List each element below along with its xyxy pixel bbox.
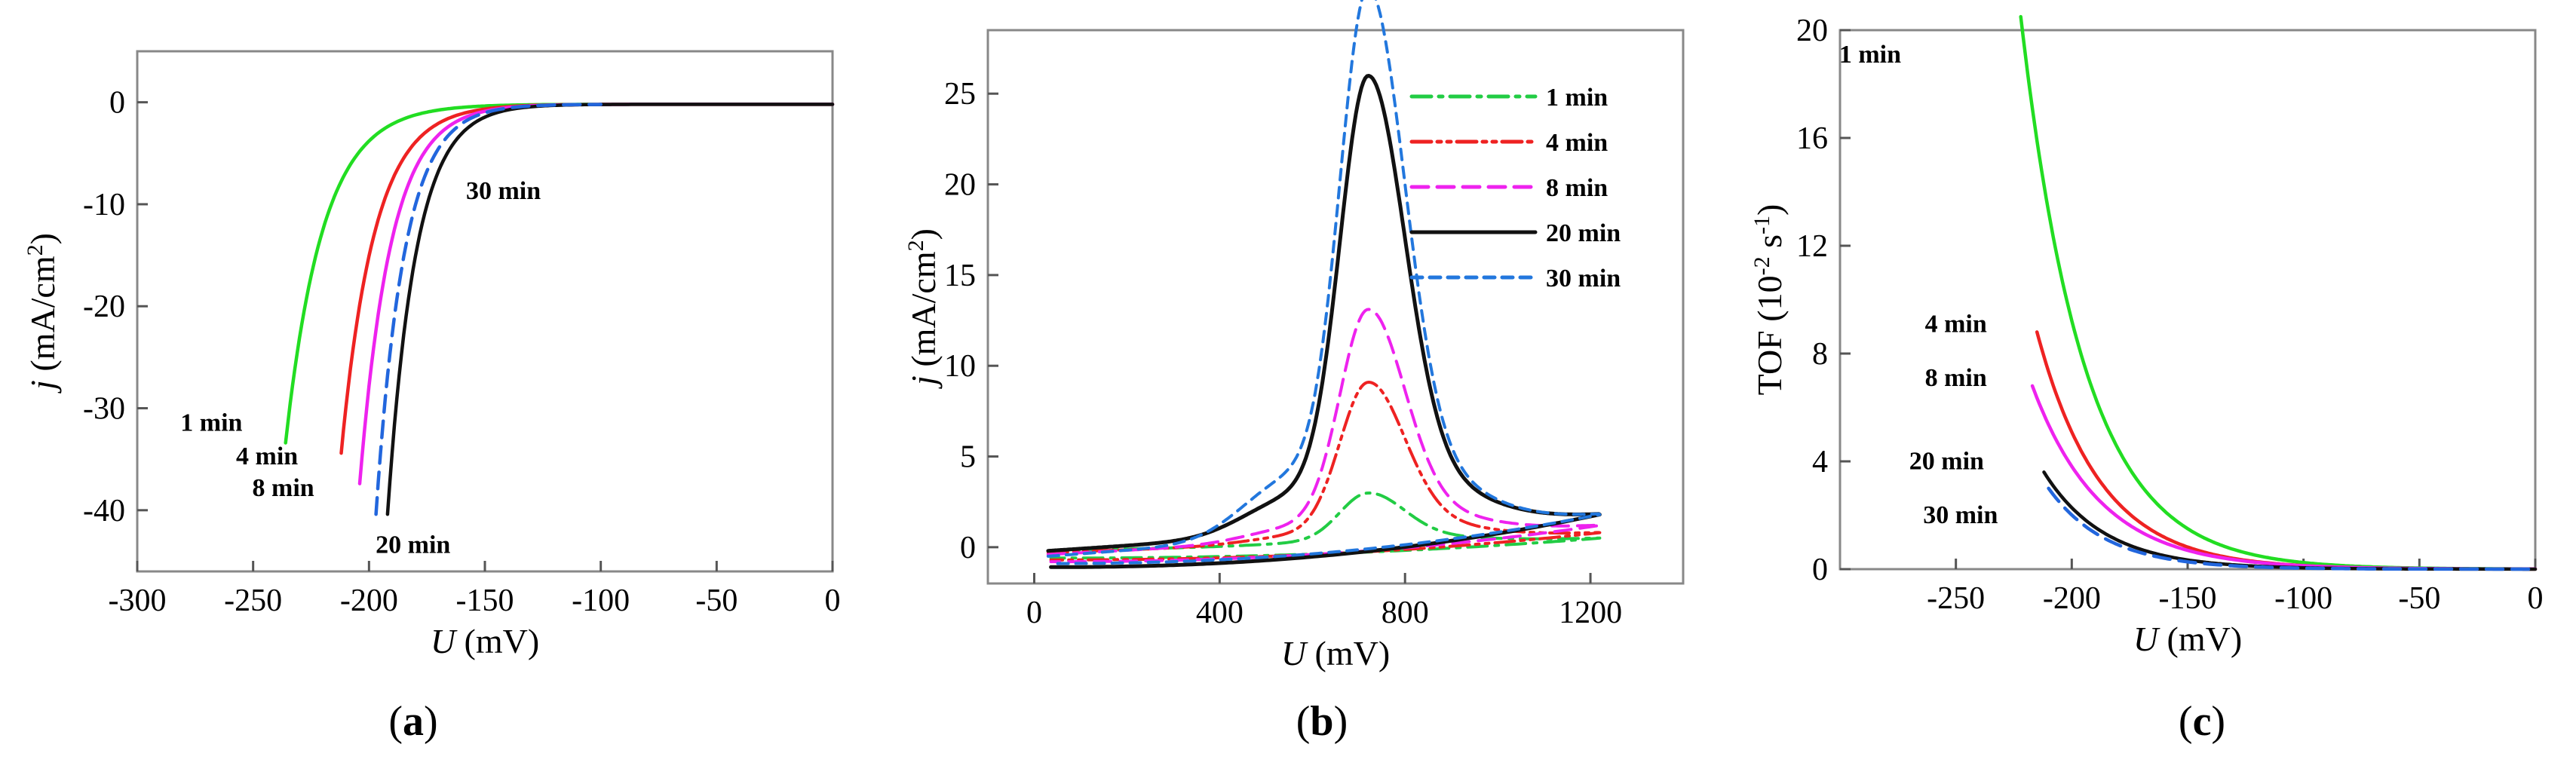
- plot-frame: [1838, 29, 2537, 571]
- legend-label: 30 min: [1546, 265, 1621, 292]
- y-tick-label: 4: [1812, 445, 1828, 479]
- x-tick-label: 0: [2528, 581, 2544, 616]
- series-line-20-min: [2042, 470, 2538, 571]
- y-tick-label: 5: [960, 440, 976, 475]
- series-line-20-min: [385, 103, 835, 516]
- y-tick-label: 16: [1796, 121, 1828, 156]
- plot-frame: [986, 29, 1685, 585]
- panel-a: -300 -250 -200 -150 -100 -50 0 0 -10 -20 -30 -40 U (…: [23, 50, 841, 745]
- x-tick-label: -250: [224, 583, 282, 618]
- legend-label: 4 min: [1546, 129, 1608, 157]
- x-tick-label: 1200: [1559, 596, 1622, 630]
- x-axis-label: U (mV): [1281, 634, 1390, 672]
- curve-label: 1 min: [1839, 41, 1901, 69]
- y-tick-label: -30: [83, 392, 125, 427]
- curve-label: 1 min: [180, 409, 242, 436]
- y-tick-label: 0: [960, 531, 976, 565]
- y-tick-label: 10: [944, 349, 976, 384]
- x-tick-label: 0: [1026, 596, 1042, 630]
- curve-label: 30 min: [466, 177, 541, 205]
- x-tick-label: -150: [456, 583, 514, 618]
- x-axis-label: U (mV): [431, 622, 539, 660]
- x-tick-label: -250: [1927, 581, 1985, 616]
- x-tick-label: -50: [695, 583, 738, 618]
- curve-label: 4 min: [1925, 310, 1987, 338]
- legend-label: 8 min: [1546, 174, 1608, 202]
- series-line-30-min: [1046, 0, 1602, 565]
- y-tick-label: -20: [83, 289, 125, 324]
- panel-caption: (c): [2179, 698, 2225, 745]
- y-axis-label: j (mA/cm2): [23, 233, 63, 394]
- y-tick-label: 20: [1796, 14, 1828, 48]
- y-tick-label: 12: [1796, 229, 1828, 264]
- y-axis-label: TOF (10-2 s-1): [1750, 204, 1789, 396]
- series-line-20-min: [1046, 74, 1602, 569]
- series-line-30-min: [2047, 486, 2538, 571]
- x-tick-label: -50: [2398, 581, 2440, 616]
- legend-label: 20 min: [1546, 219, 1621, 247]
- x-tick-label: 400: [1196, 596, 1244, 630]
- y-tick-label: 8: [1812, 337, 1828, 372]
- panel-caption: (a): [388, 698, 437, 745]
- series-line-4-min: [339, 103, 835, 455]
- x-tick-label: -150: [2159, 581, 2217, 616]
- y-tick-label: 20: [944, 168, 976, 203]
- panel-b: 0 400 800 1200 0 5 10 15 20 25 U (mV) (b) j (mA/cm2)…: [903, 0, 1685, 745]
- legend: 1 min 4 min 8 min 20 min 30 min: [1409, 84, 1621, 292]
- curve-label: 8 min: [253, 474, 314, 502]
- x-axis-label: U (mV): [2133, 620, 2242, 658]
- x-tick-label: 0: [825, 583, 841, 618]
- series-line-30-min: [374, 103, 603, 516]
- x-tick-label: -300: [109, 583, 167, 618]
- y-axis-label: j (mA/cm2): [903, 228, 943, 389]
- x-tick-label: -200: [340, 583, 398, 618]
- y-tick-label: -10: [83, 188, 125, 222]
- curve-label: 20 min: [1909, 448, 1984, 476]
- curve-label: 4 min: [236, 443, 298, 470]
- y-tick-label: 15: [944, 259, 976, 293]
- series-line-4-min: [2035, 330, 2538, 571]
- series-line-4-min: [1046, 381, 1602, 562]
- y-tick-label: 25: [944, 77, 976, 112]
- curve-label: 20 min: [376, 531, 450, 559]
- series-line-8-min: [1046, 308, 1602, 564]
- curve-label: 8 min: [1925, 364, 1987, 392]
- series-line-1-min: [2019, 14, 2538, 571]
- y-tick-label: 0: [1812, 553, 1828, 587]
- panel-caption: (b): [1296, 698, 1348, 745]
- x-tick-label: -100: [572, 583, 630, 618]
- x-tick-label: 800: [1382, 596, 1429, 630]
- y-tick-label: -40: [83, 494, 125, 528]
- legend-label: 1 min: [1546, 84, 1608, 112]
- x-tick-label: -100: [2274, 581, 2332, 616]
- panel-c: -250 -200 -150 -100 -50 0 0 4 8 12 16 20 U (mV) (c) TO…: [1750, 14, 2544, 745]
- y-tick-label: 0: [109, 86, 125, 121]
- curve-label: 30 min: [1923, 501, 1998, 529]
- plot-frame: [136, 50, 834, 573]
- x-tick-label: -200: [2043, 581, 2101, 616]
